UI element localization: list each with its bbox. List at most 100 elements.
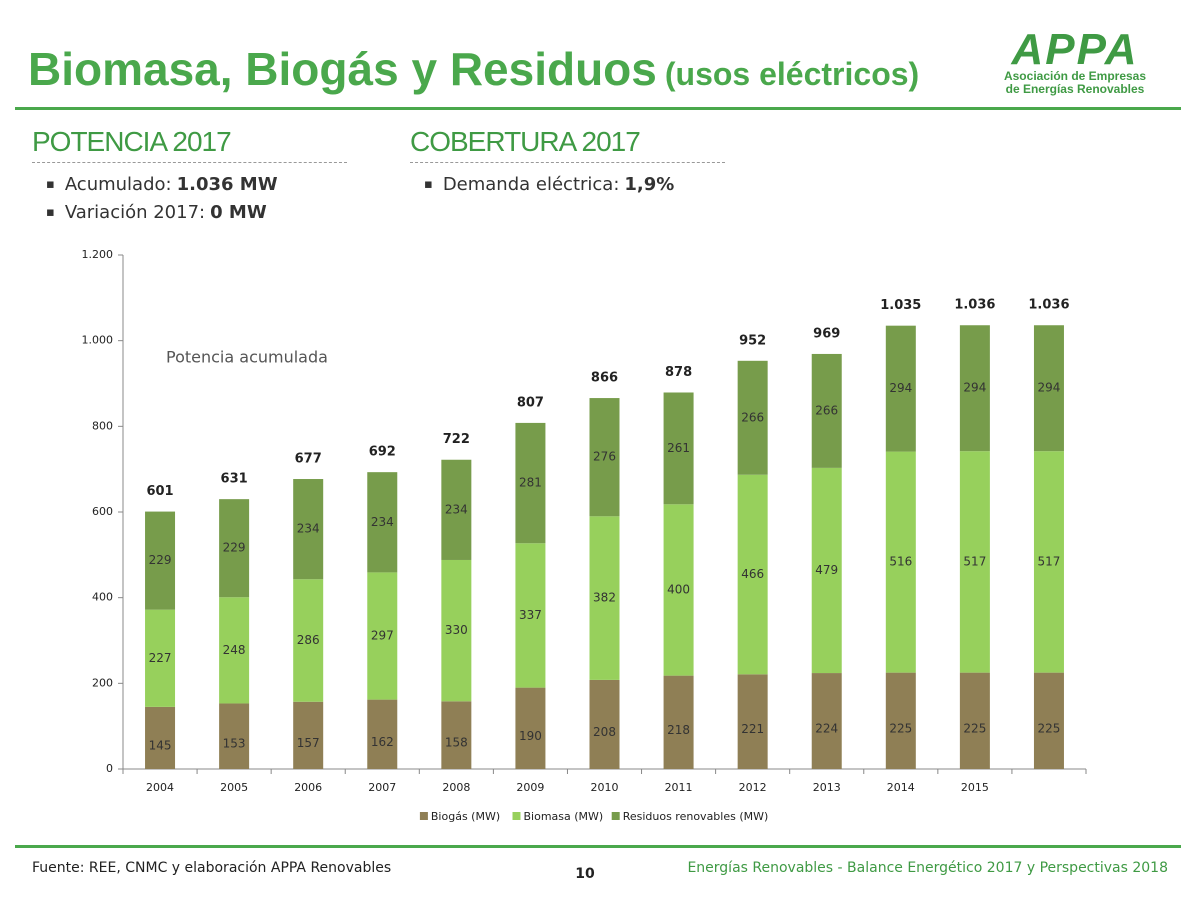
bar-segment — [885, 672, 916, 769]
bar-segment — [367, 699, 398, 769]
logo-line: Asociación de Empresas — [1003, 69, 1147, 83]
value-label: 225 — [1038, 721, 1061, 735]
value-label: 400 — [667, 582, 690, 596]
total-label: 677 — [295, 452, 322, 467]
value-label: 517 — [1038, 554, 1061, 568]
value-label: 261 — [667, 441, 690, 455]
value-label: 266 — [741, 410, 764, 424]
slide-title: Biomasa, Biogás y Residuos (usos eléctric… — [28, 42, 919, 96]
value-label: 297 — [371, 629, 394, 643]
value-label: 225 — [963, 721, 986, 735]
value-label: 162 — [371, 735, 394, 749]
x-tick-label: 2015 — [961, 781, 989, 794]
value-label: 190 — [519, 729, 542, 743]
value-label: 294 — [963, 381, 986, 395]
title-text: Biomasa, Biogás y Residuos — [28, 43, 657, 95]
total-label: 807 — [517, 395, 544, 410]
legend-swatch — [611, 812, 620, 820]
bar-segment — [145, 706, 176, 769]
value-label: 234 — [371, 515, 394, 529]
bar-segment — [1033, 672, 1064, 769]
value-label: 248 — [223, 643, 246, 657]
bar-segment — [1033, 325, 1064, 452]
bar-segment — [367, 472, 398, 573]
value-label: 466 — [741, 567, 764, 581]
value-label: 229 — [223, 541, 246, 555]
y-tick-label: 0 — [106, 762, 113, 775]
value-label: 266 — [815, 403, 838, 417]
footer-source: Fuente: REE, CNMC y elaboración APPA Ren… — [32, 860, 392, 876]
y-tick-label: 200 — [92, 676, 113, 689]
page-number: 10 — [575, 866, 595, 882]
legend-swatch — [512, 812, 521, 820]
value-label: 227 — [149, 651, 172, 665]
x-tick-label: 2007 — [368, 781, 396, 794]
total-label: 1.036 — [1028, 298, 1069, 313]
footer-right: Energías Renovables - Balance Energético… — [687, 860, 1168, 876]
bar-segment — [441, 701, 472, 769]
section-title: POTENCIA 2017 — [32, 126, 347, 163]
bar-segment — [737, 674, 768, 769]
bar-segment — [293, 579, 324, 702]
value-label: 158 — [445, 736, 468, 750]
x-tick-label: 2010 — [591, 781, 619, 794]
section: COBERTURA 2017 Demanda eléctrica:1,9% — [410, 126, 725, 199]
annotation: Potencia acumulada — [166, 348, 328, 367]
logo-line: de Energías Renovables — [1005, 82, 1145, 96]
bar-segment — [663, 675, 694, 769]
y-tick-label: 800 — [92, 419, 113, 432]
value-label: 294 — [889, 381, 912, 395]
x-tick-label: 2008 — [442, 781, 470, 794]
x-tick-label: 2012 — [739, 781, 767, 794]
total-label: 722 — [443, 432, 470, 447]
bar-segment — [959, 451, 990, 673]
bar-segment — [515, 543, 546, 688]
bar-segment — [441, 559, 472, 702]
total-label: 1.036 — [954, 298, 995, 313]
bar-segment — [293, 701, 324, 769]
x-tick-label: 2009 — [516, 781, 544, 794]
chart: Potencia acumulada 0 200 400 600 800 1.000 1.2… — [82, 248, 1087, 823]
bar-segment — [589, 398, 620, 517]
bullet-list: Acumulado:1.036 MW Variación 2017:0 MW — [32, 171, 347, 227]
x-tick-label: 2014 — [887, 781, 915, 794]
bar-segment — [145, 511, 176, 610]
bullet-list: Demanda eléctrica:1,9% — [410, 171, 725, 199]
footer-rule — [15, 845, 1181, 848]
value-label: 234 — [297, 522, 320, 536]
total-label: 631 — [221, 472, 248, 487]
logo: APPA Asociación de Empresas de Energías … — [985, 25, 1165, 96]
bullet-label: Variación 2017: — [64, 202, 206, 223]
total-label: 692 — [369, 445, 396, 460]
bullet-value: 0 MW — [210, 202, 267, 223]
value-label: 218 — [667, 723, 690, 737]
logo-mark: APPA — [1011, 25, 1139, 74]
bar-segment — [589, 516, 620, 680]
bullet: Demanda eléctrica:1,9% — [424, 171, 725, 199]
value-label: 208 — [593, 725, 616, 739]
total-label: 969 — [813, 326, 840, 341]
bar-segment — [1033, 451, 1064, 673]
bar-segment — [219, 499, 250, 598]
header-rule — [15, 107, 1181, 110]
y-tick-label: 600 — [92, 505, 113, 518]
bar-segment — [811, 467, 842, 674]
value-label: 382 — [593, 591, 616, 605]
bar-segment — [811, 353, 842, 468]
bar-segment — [811, 673, 842, 769]
bar-segment — [737, 360, 768, 475]
value-label: 224 — [815, 722, 838, 736]
total-label: 952 — [739, 333, 766, 348]
bar-segment — [663, 504, 694, 676]
total-label: 1.035 — [880, 298, 921, 313]
bar-segment — [737, 474, 768, 675]
bullet-label: Acumulado: — [64, 174, 172, 195]
x-tick-label: 2006 — [294, 781, 322, 794]
bar-segment — [959, 325, 990, 452]
section: POTENCIA 2017 Acumulado:1.036 MW Variaci… — [32, 126, 347, 227]
value-label: 157 — [297, 736, 320, 750]
bar-segment — [367, 572, 398, 700]
bar-segment — [663, 392, 694, 505]
value-label: 281 — [519, 476, 542, 490]
total-label: 878 — [665, 365, 692, 380]
